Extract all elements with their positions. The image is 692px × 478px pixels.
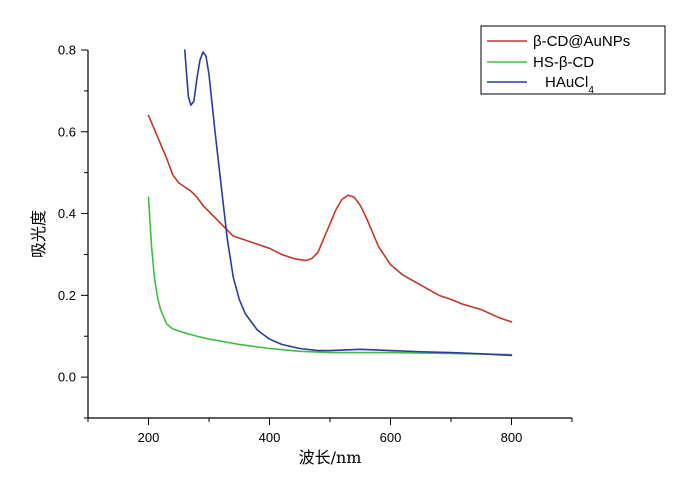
y-axis-title: 吸光度 [29,210,48,258]
y-tick-label: 0.4 [58,206,76,221]
legend-label-au-nps: β-CD@AuNPs [533,33,630,50]
legend-label-haucl4: HAuCl4 [545,74,594,96]
y-tick-label: 0.8 [58,43,76,58]
x-tick-label: 200 [138,430,160,445]
axes [87,50,572,419]
x-tick-label: 800 [501,430,523,445]
x-ticks: 200 400 600 800 [87,418,573,445]
series-line-haucl4 [184,49,513,357]
y-tick-label: 0.0 [58,370,76,385]
y-tick-label: 0.2 [58,288,76,303]
x-tick-label: 400 [259,430,281,445]
series-line-hs-cd [147,196,513,356]
legend-label-hs-cd: HS-β-CD [533,54,594,71]
x-axis-title: 波长/nm [299,448,362,467]
y-ticks: 0.0 0.2 0.4 0.6 0.8 [58,43,88,419]
y-tick-label: 0.6 [58,124,76,139]
plot-area [147,49,513,357]
legend: β-CD@AuNPs HS-β-CD HAuCl4 [480,25,666,96]
series-line-au-nps [147,114,513,323]
x-tick-label: 600 [380,430,402,445]
